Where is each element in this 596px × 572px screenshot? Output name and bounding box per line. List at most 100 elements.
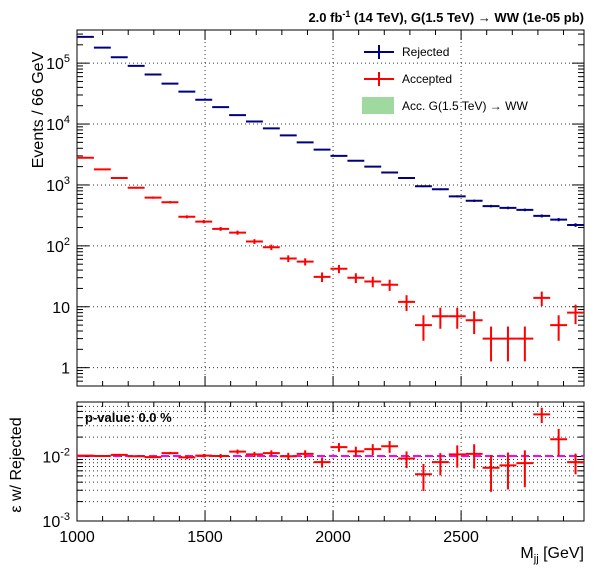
rejected-point (398, 177, 415, 180)
legend-rejected-label: Rejected (402, 45, 449, 59)
title-sup: -1 (342, 9, 350, 19)
ratio-point (465, 444, 483, 469)
accepted-point (110, 177, 128, 180)
legend-accepted-label: Accepted (402, 72, 452, 86)
rejected-point (381, 171, 399, 174)
ratio-point (567, 453, 584, 475)
top-y-tick-label: 10 (52, 300, 70, 317)
rejected-point (415, 185, 432, 188)
top-y-tick-label: 1 (61, 361, 70, 378)
accepted-point (178, 215, 196, 219)
bottom-y-axis-label: ε w/ Rejected (8, 417, 25, 512)
ratio-point (127, 455, 145, 458)
top-y-axis-label: Events / 66 GeV (30, 51, 47, 168)
bottom-y-tick-label: 10-2 (42, 447, 70, 467)
ratio-point (110, 453, 128, 456)
accepted-point (296, 258, 314, 266)
accepted-point (93, 168, 111, 171)
accepted-point (330, 265, 348, 274)
accepted-point (144, 196, 162, 199)
ratio-point (93, 454, 111, 457)
ratio-point (161, 451, 179, 455)
x-axis-label: Mjj [GeV] (520, 545, 584, 565)
title-post: (14 TeV), G(1.5 TeV) → WW (1e-05 pb) (350, 10, 584, 25)
ratio-point (415, 463, 432, 491)
accepted-point (415, 315, 432, 341)
ratio-point (296, 450, 314, 458)
accepted-point (212, 227, 230, 231)
accepted-point (246, 239, 263, 245)
accepted-point (279, 255, 297, 263)
title-pre: 2.0 fb (308, 10, 342, 25)
rejected-point (364, 165, 382, 168)
accepted-point (465, 311, 483, 335)
accepted-point (448, 307, 466, 329)
ratio-point (246, 451, 263, 458)
accepted-point (398, 295, 415, 311)
ratio-point (550, 428, 568, 456)
x-tick-label: 1000 (59, 529, 95, 546)
accepted-point (127, 186, 145, 189)
accepted-point (533, 291, 551, 307)
legend: Rejected Accepted Acc. G(1.5 TeV) → WW (362, 45, 528, 114)
accepted-point (499, 326, 517, 362)
top-y-tick-label: 103 (46, 175, 70, 195)
accepted-point (550, 315, 568, 341)
accepted-point (364, 276, 382, 288)
accepted-point (262, 244, 280, 251)
ratio-point (330, 443, 348, 452)
x-tick-label: 2000 (315, 529, 351, 546)
top-plot-frame (76, 29, 585, 387)
rejected-point (347, 159, 365, 162)
accepted-point (431, 307, 449, 329)
pvalue-label: p-value: 0.0 % (85, 410, 172, 425)
top-y-tick-label: 102 (46, 236, 70, 256)
accepted-point (381, 279, 399, 291)
rejected-point (482, 204, 500, 208)
ratio-point (364, 444, 382, 456)
rejected-point (550, 218, 568, 222)
rejected-point (499, 206, 517, 210)
ratio-point (381, 440, 399, 453)
x-tick-label: 2500 (443, 529, 479, 546)
ratio-point (262, 450, 280, 457)
accepted-point (347, 273, 365, 284)
accepted-point (229, 230, 246, 235)
rejected-point (516, 208, 534, 212)
top-y-tick-label: 104 (46, 114, 70, 134)
ratio-point (516, 450, 534, 488)
ratio-point (431, 453, 449, 476)
legend-signal-swatch (362, 97, 394, 114)
top-panel (76, 29, 585, 387)
ratio-point (77, 454, 94, 457)
ratio-point (482, 454, 500, 492)
ratio-point (499, 452, 517, 490)
rejected-point (431, 188, 449, 191)
ratio-point (212, 453, 230, 459)
bottom-panel (76, 401, 585, 522)
ratio-point (144, 455, 162, 459)
accepted-point (516, 326, 534, 362)
accepted-point (482, 326, 500, 362)
legend-signal-label: Acc. G(1.5 TeV) → WW (402, 99, 528, 113)
accepted-point (195, 219, 213, 224)
ratio-point (195, 453, 213, 458)
chart-title: 2.0 fb-1 (14 TeV), G(1.5 TeV) → WW (1e-0… (308, 9, 584, 25)
ratio-point (448, 445, 466, 468)
accepted-point (161, 201, 179, 204)
ratio-point (178, 455, 196, 460)
rejected-point (567, 223, 584, 227)
rejected-point (465, 199, 483, 202)
ratio-point (229, 449, 246, 454)
x-tick-label: 1500 (187, 529, 223, 546)
accepted-point (567, 304, 584, 325)
ratio-point (398, 451, 415, 469)
top-y-tick-label: 105 (46, 53, 70, 73)
ratio-point (533, 407, 551, 424)
ratio-point (279, 452, 297, 461)
ratio-point (313, 457, 331, 468)
accepted-point (313, 272, 331, 283)
rejected-point (448, 195, 466, 198)
bottom-y-tick-label: 10-3 (42, 511, 70, 531)
